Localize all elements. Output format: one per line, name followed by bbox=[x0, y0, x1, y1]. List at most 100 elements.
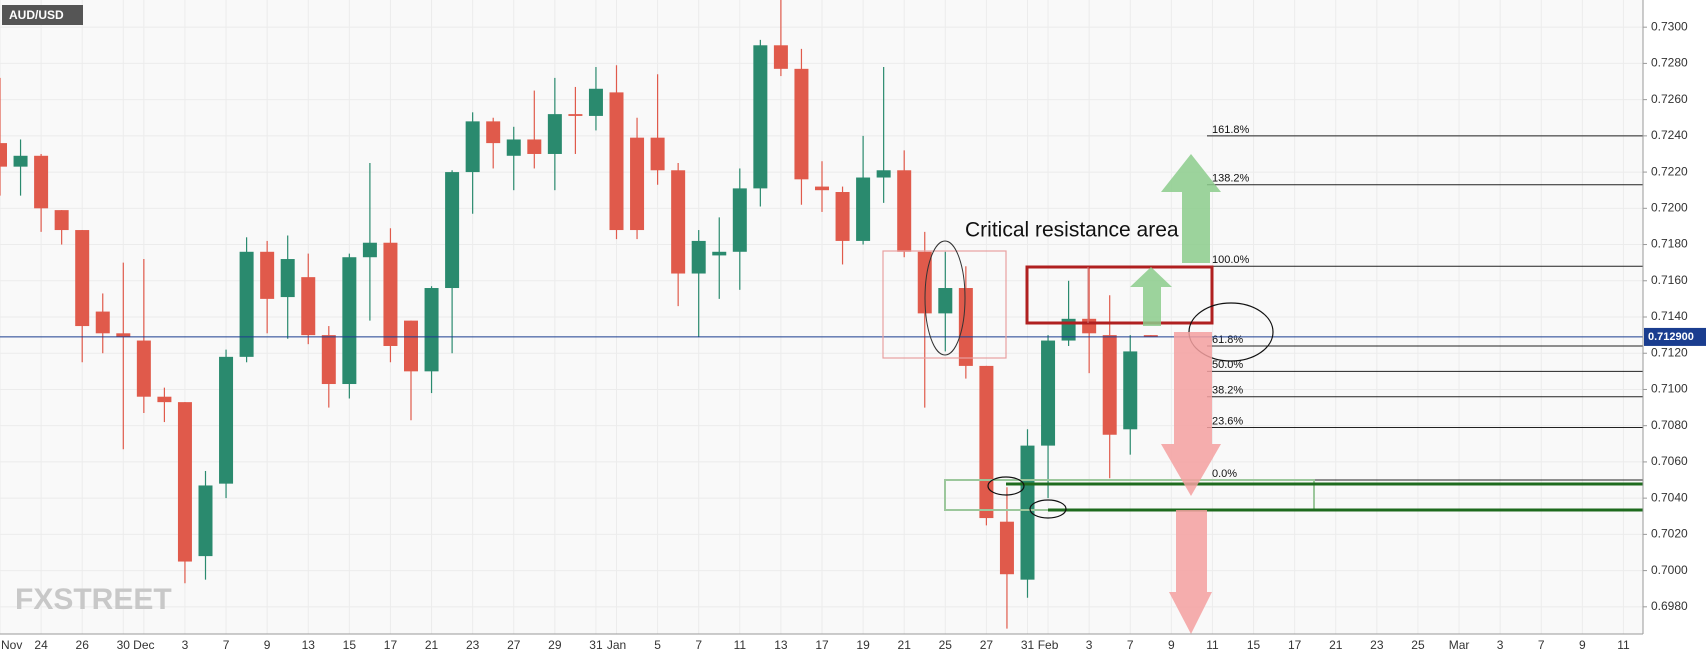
x-tick-label: 13 bbox=[774, 638, 788, 652]
x-tick-label: 9 bbox=[1579, 638, 1586, 652]
x-tick-label: 23 bbox=[466, 638, 480, 652]
candle-body bbox=[732, 188, 747, 252]
candle-body bbox=[958, 288, 973, 366]
x-tick-label: Dec bbox=[133, 638, 154, 652]
x-tick-label: 15 bbox=[343, 638, 357, 652]
watermark: FXSTREET bbox=[15, 583, 172, 616]
x-tick-label: 11 bbox=[1617, 638, 1630, 652]
y-tick-label: 0.7220 bbox=[1651, 164, 1688, 178]
fib-label: 38.2% bbox=[1212, 385, 1243, 397]
x-tick-label: 26 bbox=[76, 638, 90, 652]
fib-label: 61.8% bbox=[1212, 334, 1243, 346]
candle-body bbox=[650, 137, 665, 171]
candle-body bbox=[630, 137, 645, 231]
candle-body bbox=[506, 139, 521, 156]
x-tick-label: 9 bbox=[1168, 638, 1175, 652]
y-tick-label: 0.6980 bbox=[1651, 599, 1688, 613]
x-tick-label: 27 bbox=[507, 638, 521, 652]
x-tick-label: 3 bbox=[1497, 638, 1504, 652]
candle-body bbox=[280, 259, 295, 298]
x-tick-label: 23 bbox=[1370, 638, 1384, 652]
candle-body bbox=[13, 155, 28, 167]
y-tick-label: 0.7100 bbox=[1651, 382, 1688, 396]
y-tick-label: 0.7040 bbox=[1651, 490, 1688, 504]
candle-body bbox=[979, 365, 994, 519]
candle-body bbox=[95, 311, 110, 334]
y-tick-label: 0.7240 bbox=[1651, 128, 1688, 142]
fib-label: 0.0% bbox=[1212, 468, 1237, 480]
candle-body bbox=[136, 340, 151, 397]
y-tick-label: 0.7280 bbox=[1651, 56, 1688, 70]
zone-box bbox=[882, 250, 1007, 359]
axis-labels: 0.6980 0.7000 0.7020 0.7040 0.7060 0.7080 0.71… bbox=[1, 19, 1706, 652]
candle-body bbox=[342, 257, 357, 385]
x-tick-label: 3 bbox=[1086, 638, 1093, 652]
x-tick-label: 25 bbox=[939, 638, 953, 652]
candle-body bbox=[424, 288, 439, 372]
y-tick-label: 0.7200 bbox=[1651, 200, 1688, 214]
x-tick-label: 29 bbox=[548, 638, 562, 652]
candle-body bbox=[897, 170, 912, 252]
candle-body bbox=[876, 170, 891, 178]
candle-body bbox=[773, 45, 788, 69]
fib-label: 161.8% bbox=[1212, 124, 1250, 136]
current-price-badge bbox=[1644, 327, 1706, 346]
candle-body bbox=[301, 277, 316, 336]
candle-body bbox=[691, 240, 706, 274]
y-tick-label: 0.7060 bbox=[1651, 454, 1688, 468]
resistance-box bbox=[1025, 265, 1214, 325]
x-tick-label: 17 bbox=[1288, 638, 1302, 652]
x-tick-label: 3 bbox=[182, 638, 189, 652]
x-tick-label: 9 bbox=[264, 638, 271, 652]
x-tick-label: 7 bbox=[695, 638, 702, 652]
candle-body bbox=[671, 170, 686, 274]
annotation: Critical resistance area bbox=[965, 219, 1179, 242]
down-arrow bbox=[1161, 332, 1221, 496]
down-arrow bbox=[1169, 510, 1212, 634]
candle-body bbox=[856, 177, 871, 241]
candle-body bbox=[486, 121, 501, 144]
candle-body bbox=[527, 139, 542, 154]
candle-body bbox=[260, 251, 275, 299]
annotations: Critical resistance area AUD/USD FXSTREE… bbox=[2, 5, 1643, 634]
candle-body bbox=[588, 88, 603, 116]
candle-body bbox=[794, 68, 809, 180]
x-tick-label: 17 bbox=[815, 638, 829, 652]
ellipse bbox=[1029, 499, 1067, 519]
fib-label: 100.0% bbox=[1212, 254, 1250, 266]
candle-body bbox=[198, 485, 213, 557]
x-tick-label: 24 bbox=[34, 638, 48, 652]
candle-body bbox=[0, 143, 7, 167]
fib-label: 23.6% bbox=[1212, 415, 1243, 427]
candle-body bbox=[465, 121, 480, 173]
candle-body bbox=[116, 333, 131, 337]
candle-body bbox=[34, 155, 49, 209]
y-tick-label: 0.7080 bbox=[1651, 418, 1688, 432]
x-tick-label: 19 bbox=[856, 638, 870, 652]
candle-body bbox=[321, 335, 336, 385]
x-tick-label: 31 bbox=[589, 638, 603, 652]
candle-body bbox=[362, 242, 377, 258]
candle-body bbox=[568, 114, 583, 116]
y-tick-label: 0.7300 bbox=[1651, 19, 1688, 33]
candle-body bbox=[547, 114, 562, 154]
candle-body bbox=[609, 92, 624, 231]
up-arrow bbox=[1161, 154, 1221, 263]
candle-body bbox=[177, 402, 192, 562]
x-tick-label: Feb bbox=[1038, 638, 1059, 652]
candle-body bbox=[1020, 445, 1035, 580]
fib-label: 138.2% bbox=[1212, 173, 1250, 185]
ellipse bbox=[924, 240, 966, 356]
candle-body bbox=[1102, 335, 1117, 435]
x-tick-label: 25 bbox=[1411, 638, 1425, 652]
y-tick-label: 0.7140 bbox=[1651, 309, 1688, 323]
y-tick-label: 0.7000 bbox=[1651, 563, 1688, 577]
y-tick-label: 0.7160 bbox=[1651, 273, 1688, 287]
x-tick-label: Nov bbox=[1, 638, 22, 652]
y-tick-label: 0.7020 bbox=[1651, 527, 1688, 541]
x-tick-label: 7 bbox=[1538, 638, 1545, 652]
candle-body bbox=[383, 242, 398, 346]
grid bbox=[0, 0, 1643, 634]
